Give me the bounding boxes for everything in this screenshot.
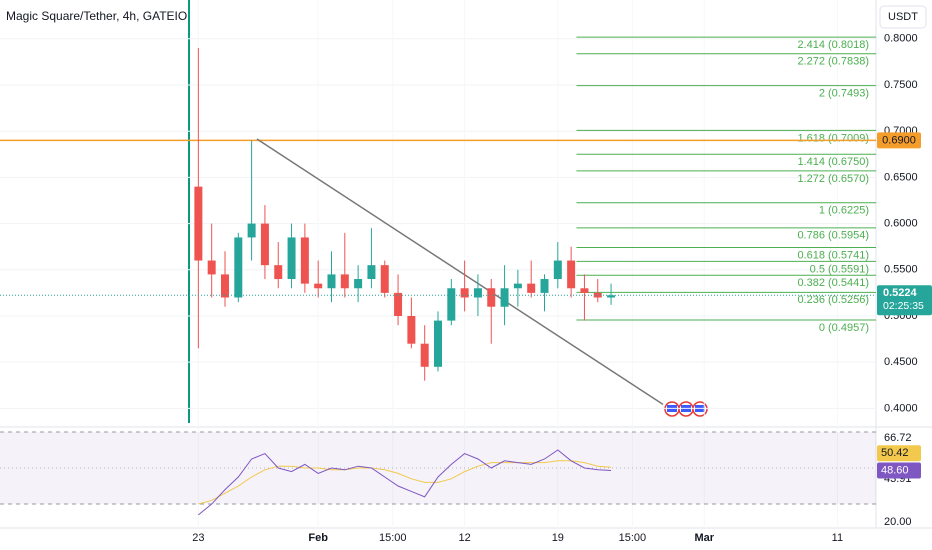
y-tick-label: 0.6000 <box>884 217 918 229</box>
candle-body <box>527 283 536 293</box>
candle-body <box>234 237 243 298</box>
x-tick-label: 11 <box>832 532 843 544</box>
level-tag-label: 0.6900 <box>882 134 916 146</box>
x-tick-label: 15:00 <box>619 532 647 544</box>
candle-body <box>314 283 323 289</box>
fib-label: 0.5 (0.5591) <box>810 263 869 275</box>
candle-body <box>220 274 229 298</box>
candle-body <box>194 186 203 261</box>
candle-body <box>340 274 349 289</box>
candle-body <box>460 288 469 298</box>
chart-title: Magic Square/Tether, 4h, GATEIO <box>6 9 187 23</box>
event-flags[interactable] <box>664 401 708 417</box>
currency-button-label[interactable]: USDT <box>888 11 918 23</box>
x-tick-label: 15:00 <box>379 532 407 544</box>
fib-label: 1.272 (0.6570) <box>797 173 869 185</box>
y-tick-label: 0.6500 <box>884 171 918 183</box>
candle-body <box>567 260 576 289</box>
candle-body <box>207 260 216 275</box>
fib-label: 0.786 (0.5954) <box>797 230 869 242</box>
fib-label: 1.414 (0.6750) <box>797 156 869 168</box>
fib-label: 2.414 (0.8018) <box>797 39 869 51</box>
rsi-tag-label: 48.60 <box>881 464 909 476</box>
candle-body <box>434 320 442 367</box>
fib-label: 0.382 (0.5441) <box>797 277 869 289</box>
x-tick-label: 23 <box>192 532 204 544</box>
y-tick-label: 0.7500 <box>884 79 918 91</box>
x-tick-label: Mar <box>694 532 714 544</box>
fib-label: 2 (0.7493) <box>819 88 869 100</box>
candle-body <box>513 283 522 289</box>
candle-body <box>407 315 416 344</box>
trendline <box>256 138 664 406</box>
rsi-tick-label: 66.72 <box>884 432 912 444</box>
candle-body <box>553 260 562 280</box>
candle-body <box>420 343 429 367</box>
last-price-tag <box>877 285 932 316</box>
y-tick-label: 0.4000 <box>884 402 918 414</box>
last-price-label: 0.5224 <box>883 287 918 299</box>
rsi-ma-tag-label: 50.42 <box>881 447 909 459</box>
countdown-label: 02:25:35 <box>883 300 924 312</box>
rsi-tick-label: 20.00 <box>884 516 912 528</box>
rsi-line <box>198 449 612 516</box>
candle-body <box>274 265 283 280</box>
currency-button[interactable] <box>879 5 927 29</box>
y-tick-label: 0.8000 <box>884 33 918 45</box>
rsi-ma-line <box>198 460 612 505</box>
level-tag <box>877 132 921 149</box>
rsi-tag <box>877 462 921 479</box>
y-tick-label: 0.5500 <box>884 264 918 276</box>
candle-body <box>260 223 269 266</box>
candle-body <box>447 288 456 321</box>
candle-body <box>607 295 616 298</box>
candle-body <box>354 279 363 289</box>
x-tick-label: 19 <box>552 532 564 544</box>
rsi-band <box>0 431 876 505</box>
candle-body <box>580 288 589 293</box>
candle-body <box>287 237 296 280</box>
candle-body <box>327 274 336 289</box>
candle-body <box>487 288 496 307</box>
candle-body <box>380 265 389 293</box>
x-tick-label: Feb <box>308 532 328 544</box>
candle-body <box>540 279 549 293</box>
y-tick-label: 0.4500 <box>884 356 918 368</box>
candle-body <box>473 288 482 298</box>
fib-label: 1 (0.6225) <box>819 205 869 217</box>
rsi-ma-tag <box>877 445 921 462</box>
fib-label: 0.236 (0.5256) <box>797 294 869 306</box>
x-tick-label: 12 <box>459 532 471 544</box>
candle-body <box>247 223 256 238</box>
fib-label: 0.618 (0.5741) <box>797 249 869 261</box>
candle-body <box>300 237 309 284</box>
candle-body <box>367 265 376 280</box>
fib-label: 1.618 (0.7009) <box>797 132 869 144</box>
fib-label: 0 (0.4957) <box>819 322 869 334</box>
fib-label: 2.272 (0.7838) <box>797 56 869 68</box>
candle-body <box>394 292 403 316</box>
candle-body <box>500 288 509 307</box>
